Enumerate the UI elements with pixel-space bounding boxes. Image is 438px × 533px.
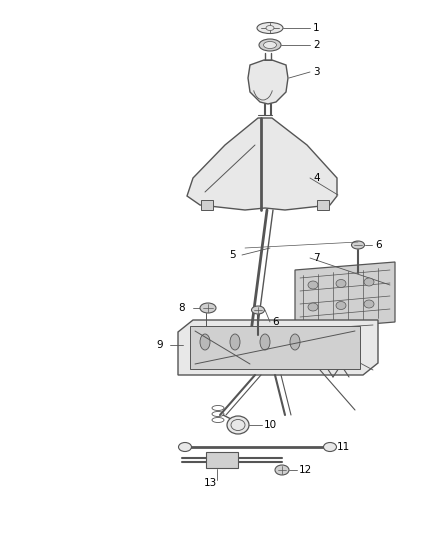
Text: 1: 1	[313, 23, 320, 33]
FancyBboxPatch shape	[206, 452, 238, 468]
Text: 13: 13	[203, 478, 217, 488]
Text: 11: 11	[337, 442, 350, 452]
Ellipse shape	[260, 334, 270, 350]
Ellipse shape	[364, 300, 374, 308]
Ellipse shape	[231, 419, 245, 431]
Ellipse shape	[324, 442, 336, 451]
Polygon shape	[190, 326, 360, 369]
Ellipse shape	[257, 22, 283, 34]
Ellipse shape	[179, 442, 191, 451]
Text: 4: 4	[313, 173, 320, 183]
Text: 8: 8	[178, 303, 185, 313]
Ellipse shape	[308, 281, 318, 289]
Ellipse shape	[336, 279, 346, 287]
Ellipse shape	[275, 465, 289, 475]
Polygon shape	[295, 262, 395, 330]
Text: 2: 2	[313, 40, 320, 50]
Ellipse shape	[200, 334, 210, 350]
Text: 7: 7	[313, 253, 320, 263]
Ellipse shape	[251, 306, 265, 314]
Ellipse shape	[364, 278, 374, 286]
Ellipse shape	[230, 334, 240, 350]
Ellipse shape	[227, 416, 249, 434]
Polygon shape	[187, 118, 337, 210]
Text: 9: 9	[156, 340, 163, 350]
Ellipse shape	[266, 26, 274, 30]
FancyBboxPatch shape	[317, 200, 329, 210]
Text: 3: 3	[313, 67, 320, 77]
Ellipse shape	[336, 302, 346, 310]
Text: 6: 6	[272, 317, 279, 327]
Ellipse shape	[259, 39, 281, 51]
Ellipse shape	[264, 42, 276, 49]
Text: 6: 6	[375, 240, 381, 250]
Text: 5: 5	[230, 250, 236, 260]
FancyBboxPatch shape	[201, 200, 213, 210]
Polygon shape	[178, 320, 378, 375]
Ellipse shape	[308, 303, 318, 311]
Ellipse shape	[290, 334, 300, 350]
Ellipse shape	[352, 241, 364, 249]
Polygon shape	[248, 60, 288, 104]
Ellipse shape	[200, 303, 216, 313]
Text: 10: 10	[264, 420, 277, 430]
Text: 12: 12	[299, 465, 312, 475]
